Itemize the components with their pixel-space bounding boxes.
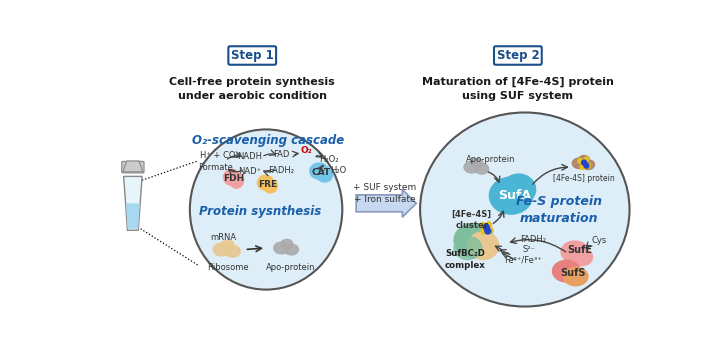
Text: O₂: O₂ [300,146,312,155]
Ellipse shape [464,161,479,173]
Text: FDH: FDH [223,174,244,183]
Ellipse shape [225,245,240,257]
Ellipse shape [281,239,293,248]
Ellipse shape [471,159,483,167]
Text: H₂O₂: H₂O₂ [320,155,339,164]
Text: CAT: CAT [312,168,331,177]
Text: NAD⁺: NAD⁺ [239,167,261,176]
Ellipse shape [190,129,342,290]
Ellipse shape [572,158,586,169]
Text: H⁺ + CO₂: H⁺ + CO₂ [200,151,239,160]
Ellipse shape [475,163,488,174]
Ellipse shape [454,223,494,257]
Ellipse shape [563,267,588,286]
Ellipse shape [221,240,234,249]
Ellipse shape [489,177,532,214]
Text: NADH: NADH [237,152,263,161]
Text: + SUF system
+ Iron sulfate: + SUF system + Iron sulfate [353,183,416,204]
Circle shape [586,163,591,168]
Circle shape [584,163,589,168]
Ellipse shape [263,179,278,193]
Ellipse shape [468,232,498,260]
Ellipse shape [213,243,230,256]
Ellipse shape [561,241,589,263]
Text: Fe²⁺/Fe³⁺: Fe²⁺/Fe³⁺ [504,256,542,265]
Text: Cell-free protein synthesis
under aerobic condition: Cell-free protein synthesis under aerobi… [170,77,335,101]
Text: Cys: Cys [591,236,606,245]
Text: Fe-S protein
maturation: Fe-S protein maturation [515,195,601,225]
Text: SufA: SufA [498,189,531,202]
Text: O₂-scavenging cascade: O₂-scavenging cascade [192,134,344,147]
Text: [4Fe-4S] protein: [4Fe-4S] protein [553,174,615,183]
Text: FRE: FRE [258,180,277,188]
Circle shape [486,222,491,228]
Ellipse shape [502,174,535,205]
Text: SufS: SufS [561,268,586,278]
Polygon shape [123,161,143,172]
Ellipse shape [258,175,273,190]
Circle shape [484,224,489,230]
FancyBboxPatch shape [229,46,276,65]
Text: FAD: FAD [273,150,290,159]
Text: H₂O: H₂O [330,166,346,175]
Ellipse shape [224,169,240,185]
Ellipse shape [229,173,244,188]
Circle shape [578,159,583,163]
FancyArrow shape [356,189,416,217]
Text: Apo-protein: Apo-protein [266,263,315,272]
Text: mRNA: mRNA [210,233,236,242]
FancyBboxPatch shape [121,161,144,173]
Ellipse shape [274,242,289,254]
Ellipse shape [552,260,580,282]
Circle shape [584,157,589,162]
Ellipse shape [579,155,589,163]
FancyBboxPatch shape [494,46,542,65]
Ellipse shape [582,160,594,170]
Text: Step 1: Step 1 [231,49,273,62]
Text: Ribosome: Ribosome [207,263,248,272]
Text: SufE: SufE [567,245,592,255]
Ellipse shape [317,167,332,182]
Text: SufBC₂D
complex: SufBC₂D complex [445,249,486,270]
Text: FADH₂: FADH₂ [268,166,295,175]
Ellipse shape [285,244,298,255]
Circle shape [580,165,585,170]
Circle shape [485,228,491,234]
Circle shape [487,227,493,233]
Text: Step 2: Step 2 [496,49,540,62]
Text: Apo-protein: Apo-protein [466,155,515,164]
Text: FADH₂: FADH₂ [520,235,546,244]
Text: Formate: Formate [198,163,233,172]
Text: S²⁻: S²⁻ [523,245,536,254]
Ellipse shape [454,236,481,260]
Text: Protein sysnthesis: Protein sysnthesis [199,204,321,218]
Polygon shape [124,176,142,230]
Circle shape [581,160,586,165]
Ellipse shape [310,163,328,179]
Ellipse shape [420,112,630,306]
Ellipse shape [571,249,593,266]
Text: [4Fe-4S]
cluster: [4Fe-4S] cluster [452,210,492,230]
Circle shape [481,228,487,234]
Polygon shape [126,203,140,229]
Text: Maturation of [4Fe-4S] protein
using SUF system: Maturation of [4Fe-4S] protein using SUF… [422,77,614,101]
Circle shape [479,223,486,229]
